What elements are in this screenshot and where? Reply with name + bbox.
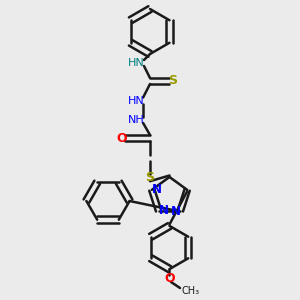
- Text: NH: NH: [128, 115, 145, 125]
- Text: HN: HN: [128, 58, 145, 68]
- Text: O: O: [164, 272, 175, 285]
- Text: CH₃: CH₃: [182, 286, 200, 296]
- Text: HN: HN: [128, 95, 145, 106]
- Text: N: N: [152, 183, 162, 196]
- Text: N: N: [159, 204, 169, 217]
- Text: O: O: [116, 131, 127, 145]
- Text: N: N: [171, 205, 181, 218]
- Text: S: S: [168, 74, 177, 88]
- Text: S: S: [146, 171, 154, 184]
